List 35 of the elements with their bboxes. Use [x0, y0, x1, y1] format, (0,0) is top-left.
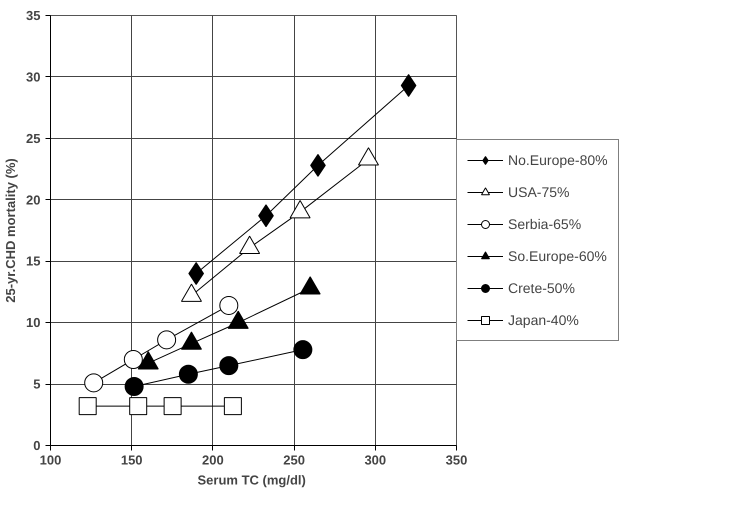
- y-tick-label: 10: [26, 315, 41, 330]
- point: [129, 397, 148, 416]
- point: [157, 330, 176, 350]
- point: [84, 373, 104, 392]
- x-axis-title: Serum TC (mg/dl): [198, 472, 306, 488]
- y-axis-title: 25-yr.CHD mortality (%): [3, 158, 18, 303]
- legend-label: So.Europe-60%: [508, 248, 607, 264]
- legend-label: Japan-40%: [508, 312, 579, 328]
- legend-label: Crete-50%: [508, 280, 575, 296]
- x-tick-label: 350: [446, 452, 468, 468]
- point: [293, 340, 312, 360]
- point: [124, 377, 144, 396]
- y-tick-label: 35: [26, 8, 41, 23]
- x-tick-label: 100: [40, 452, 62, 468]
- point: [124, 350, 143, 369]
- legend-label: USA-75%: [508, 184, 570, 200]
- legend-label: No.Europe-80%: [508, 152, 608, 168]
- point: [178, 364, 198, 384]
- point: [219, 356, 238, 376]
- y-tick-label: 30: [26, 69, 41, 84]
- point: [224, 397, 242, 416]
- point: [219, 296, 238, 315]
- legend-label: Serbia-65%: [508, 216, 582, 232]
- x-tick-label: 250: [283, 452, 305, 468]
- y-tick-label: 20: [26, 192, 41, 208]
- point: [78, 397, 97, 416]
- y-tick-label: 5: [33, 376, 41, 392]
- point: [188, 262, 204, 285]
- point: [164, 397, 182, 416]
- y-tick-label: 15: [26, 254, 41, 269]
- y-tick-label: 0: [33, 438, 41, 453]
- y-tick-label: 25: [26, 130, 41, 146]
- x-tick-label: 150: [120, 452, 143, 468]
- x-tick-label: 300: [364, 452, 386, 468]
- x-tick-label: 200: [202, 452, 224, 468]
